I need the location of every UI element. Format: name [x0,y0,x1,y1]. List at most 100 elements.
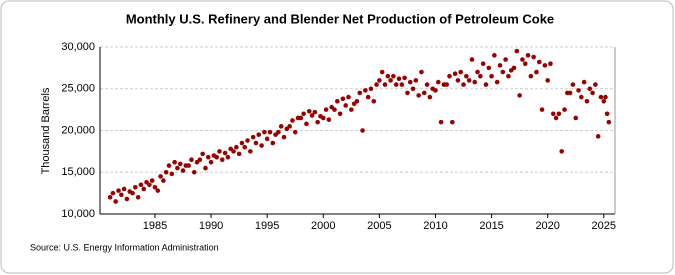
point [346,94,351,100]
chart-title: Monthly U.S. Refinery and Blender Net Pr… [126,11,554,26]
point [270,140,276,146]
point [534,69,539,75]
point [603,94,608,100]
point [584,98,590,104]
point [598,94,604,100]
point [433,88,438,93]
point [158,174,163,179]
point [119,192,124,198]
point [427,94,433,100]
point [506,73,511,79]
point [242,144,248,150]
point [539,107,545,112]
point [379,69,385,75]
point [147,182,152,188]
source-note: Source: U.S. Energy Information Administ… [30,242,219,252]
point [545,78,550,83]
point [130,190,135,196]
x-tick-label: 2005 [367,220,391,232]
point [475,69,480,75]
point [312,109,318,115]
point [593,82,598,87]
point [576,88,581,93]
point [298,115,304,121]
point [262,129,267,135]
point [556,111,562,117]
point [606,119,612,125]
x-tick-label: 2010 [423,220,447,232]
point [601,98,607,104]
point [435,79,441,85]
point [489,73,494,79]
point [492,53,497,58]
point [357,90,363,96]
point [374,82,379,87]
point [461,82,466,87]
y-tick-label: 15,000 [61,166,95,178]
point [503,57,508,62]
point [113,199,119,204]
point [579,94,584,100]
point [292,129,298,135]
point [290,118,295,123]
point [245,138,250,143]
point [500,69,506,75]
point [222,150,228,156]
point [413,78,419,83]
point [315,119,320,125]
point [405,90,410,96]
point [407,79,413,85]
point [497,63,503,68]
point [444,82,449,87]
point [267,129,273,135]
x-tick-label: 2015 [479,220,503,232]
point [382,82,388,87]
point [396,76,402,82]
point [559,149,565,154]
x-tick-label: 2020 [535,220,559,232]
point [323,107,329,112]
point [536,59,542,65]
point [337,111,343,117]
point [172,159,177,165]
point [332,107,337,112]
y-tick-label: 10,000 [61,208,95,220]
point [236,151,242,157]
point [455,78,461,83]
point [180,168,186,173]
x-tick-label: 2000 [311,220,335,232]
point [149,178,155,183]
point [217,149,222,154]
point [203,165,208,171]
point [486,65,492,71]
x-tick-label: 1985 [143,220,167,232]
point [402,75,407,81]
point [528,73,534,79]
point [116,188,121,193]
point [169,171,175,177]
y-tick-label: 30,000 [61,41,95,53]
x-tick-label: 2025 [592,220,616,232]
point [416,93,421,98]
point [264,136,270,142]
point [587,86,593,92]
point [466,78,472,83]
point [335,98,340,104]
point [354,98,360,104]
point [522,61,528,66]
point [410,86,416,92]
point [340,96,346,102]
point [464,73,469,79]
point [121,186,127,192]
point [595,134,601,139]
point [219,157,225,163]
point [517,93,522,98]
point [421,90,427,96]
point [197,157,203,163]
point [469,57,475,62]
point [214,154,219,160]
point [309,113,315,118]
